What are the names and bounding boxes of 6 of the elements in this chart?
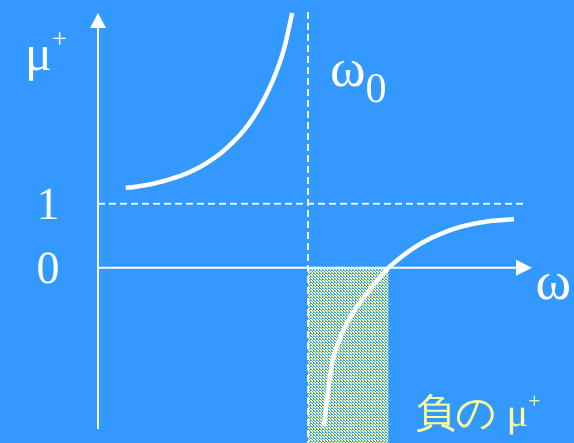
annotation: 負の μ$^{+}$ bbox=[416, 388, 541, 435]
y-tick-label: 1 bbox=[36, 178, 60, 230]
x-label: ω bbox=[535, 251, 571, 311]
annotation: ω$_{0}$ bbox=[330, 38, 387, 112]
y-label: μ$^{+}$ bbox=[25, 22, 68, 81]
y-tick-label: 0 bbox=[36, 242, 60, 294]
